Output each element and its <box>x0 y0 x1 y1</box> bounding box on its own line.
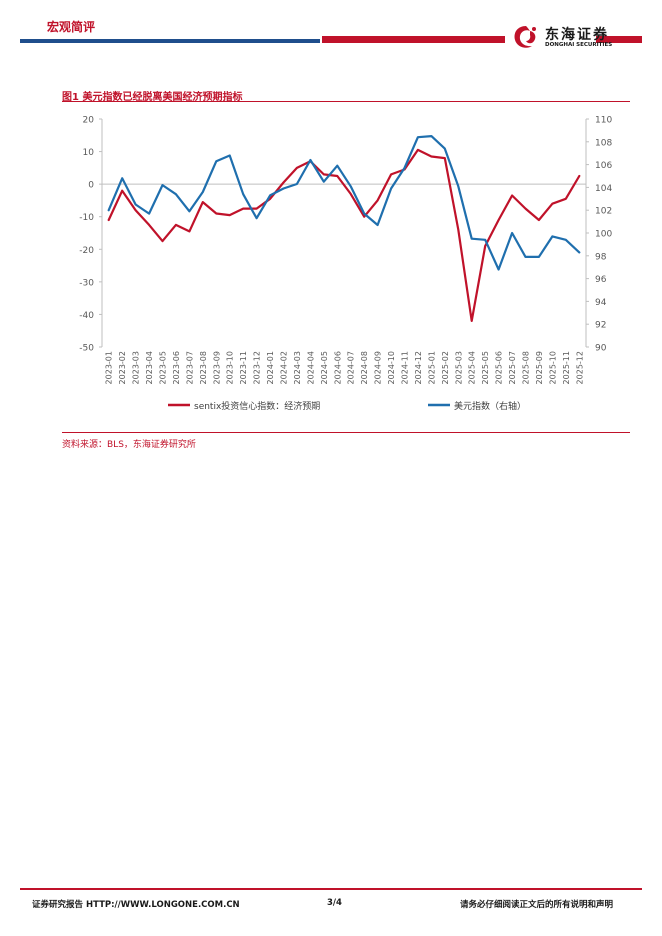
left-tick-label: -20 <box>79 246 94 256</box>
right-tick-label: 98 <box>595 252 607 262</box>
x-tick-label: 2023-05 <box>159 351 168 384</box>
right-tick-label: 102 <box>595 207 612 217</box>
x-tick-label: 2025-08 <box>522 351 531 384</box>
x-tick-label: 2023-03 <box>132 351 141 384</box>
right-tick-label: 96 <box>595 275 607 285</box>
x-tick-label: 2025-06 <box>495 351 504 384</box>
x-tick-label: 2023-10 <box>226 351 235 384</box>
figure-top-rule <box>62 101 630 102</box>
right-tick-label: 110 <box>595 116 612 126</box>
x-tick-label: 2024-06 <box>333 351 342 384</box>
x-tick-label: 2023-07 <box>185 351 194 384</box>
x-tick-label: 2025-11 <box>562 351 571 384</box>
header-bar-red-right <box>596 36 642 43</box>
x-tick-label: 2023-01 <box>105 351 114 384</box>
right-tick-label: 90 <box>595 344 607 354</box>
legend-label-dxy: 美元指数（右轴） <box>454 400 526 412</box>
x-tick-label: 2023-04 <box>145 351 154 384</box>
figure-source: 资料来源：BLS，东海证券研究所 <box>62 440 196 450</box>
left-tick-label: 0 <box>88 181 94 191</box>
right-tick-label: 108 <box>595 138 612 148</box>
x-tick-label: 2025-01 <box>427 351 436 384</box>
x-tick-label: 2025-04 <box>468 351 477 384</box>
right-tick-label: 100 <box>595 230 612 240</box>
x-tick-label: 2025-03 <box>454 351 463 384</box>
x-tick-label: 2025-05 <box>481 351 490 384</box>
header-bar-blue <box>20 39 320 43</box>
x-tick-label: 2024-02 <box>280 351 289 384</box>
right-tick-label: 106 <box>595 161 612 171</box>
footer-disclaimer: 请务必仔细阅读正文后的所有说明和声明 <box>460 900 614 910</box>
x-tick-label: 2025-09 <box>535 351 544 384</box>
figure-title: 图1 美元指数已经脱离美国经济预期指标 <box>62 92 243 103</box>
x-tick-label: 2024-08 <box>360 351 369 384</box>
line-chart: 20100-10-20-30-40-5011010810610410210098… <box>79 116 612 413</box>
left-tick-label: -10 <box>79 213 94 223</box>
x-tick-label: 2024-09 <box>374 351 383 384</box>
x-tick-label: 2025-07 <box>508 351 517 384</box>
x-tick-label: 2025-12 <box>575 351 584 384</box>
left-tick-label: -30 <box>79 278 94 288</box>
section-title: 宏观简评 <box>47 20 96 34</box>
page-number: 3/4 <box>327 898 342 908</box>
left-tick-label: 10 <box>83 148 95 158</box>
x-tick-label: 2023-11 <box>239 351 248 384</box>
right-tick-label: 104 <box>595 184 612 194</box>
left-tick-label: -50 <box>79 344 94 354</box>
x-tick-label: 2025-10 <box>548 351 557 384</box>
series-line-sentix <box>107 148 581 322</box>
x-tick-label: 2024-11 <box>401 351 410 384</box>
right-tick-label: 94 <box>595 298 607 308</box>
x-tick-label: 2023-08 <box>199 351 208 384</box>
x-tick-label: 2023-09 <box>212 351 221 384</box>
x-tick-label: 2023-02 <box>118 351 127 384</box>
left-tick-label: 20 <box>83 116 95 126</box>
dragon-logo-icon <box>514 26 536 48</box>
x-tick-label: 2024-07 <box>347 351 356 384</box>
x-tick-label: 2024-12 <box>414 351 423 384</box>
x-tick-label: 2025-02 <box>441 351 450 384</box>
logo-subtitle: DONGHAI SECURITIES <box>545 42 613 48</box>
x-tick-label: 2024-03 <box>293 351 302 384</box>
logo-text: 东海证券 <box>545 27 609 43</box>
x-tick-label: 2024-04 <box>306 351 315 384</box>
right-tick-label: 92 <box>595 321 606 331</box>
x-tick-label: 2023-12 <box>253 351 262 384</box>
footer-left: 证券研究报告 HTTP://WWW.LONGONE.COM.CN <box>32 900 240 910</box>
series-line-dxy <box>107 134 581 271</box>
x-tick-label: 2024-10 <box>387 351 396 384</box>
left-tick-label: -40 <box>79 311 94 321</box>
legend-label-sentix: sentix投资信心指数：经济预期 <box>194 400 320 412</box>
footer-rule <box>20 888 642 890</box>
x-tick-label: 2024-05 <box>320 351 329 384</box>
figure-bottom-rule <box>62 432 630 433</box>
x-tick-label: 2024-01 <box>266 351 275 384</box>
x-tick-label: 2023-06 <box>172 351 181 384</box>
header-bar-red <box>322 36 505 43</box>
